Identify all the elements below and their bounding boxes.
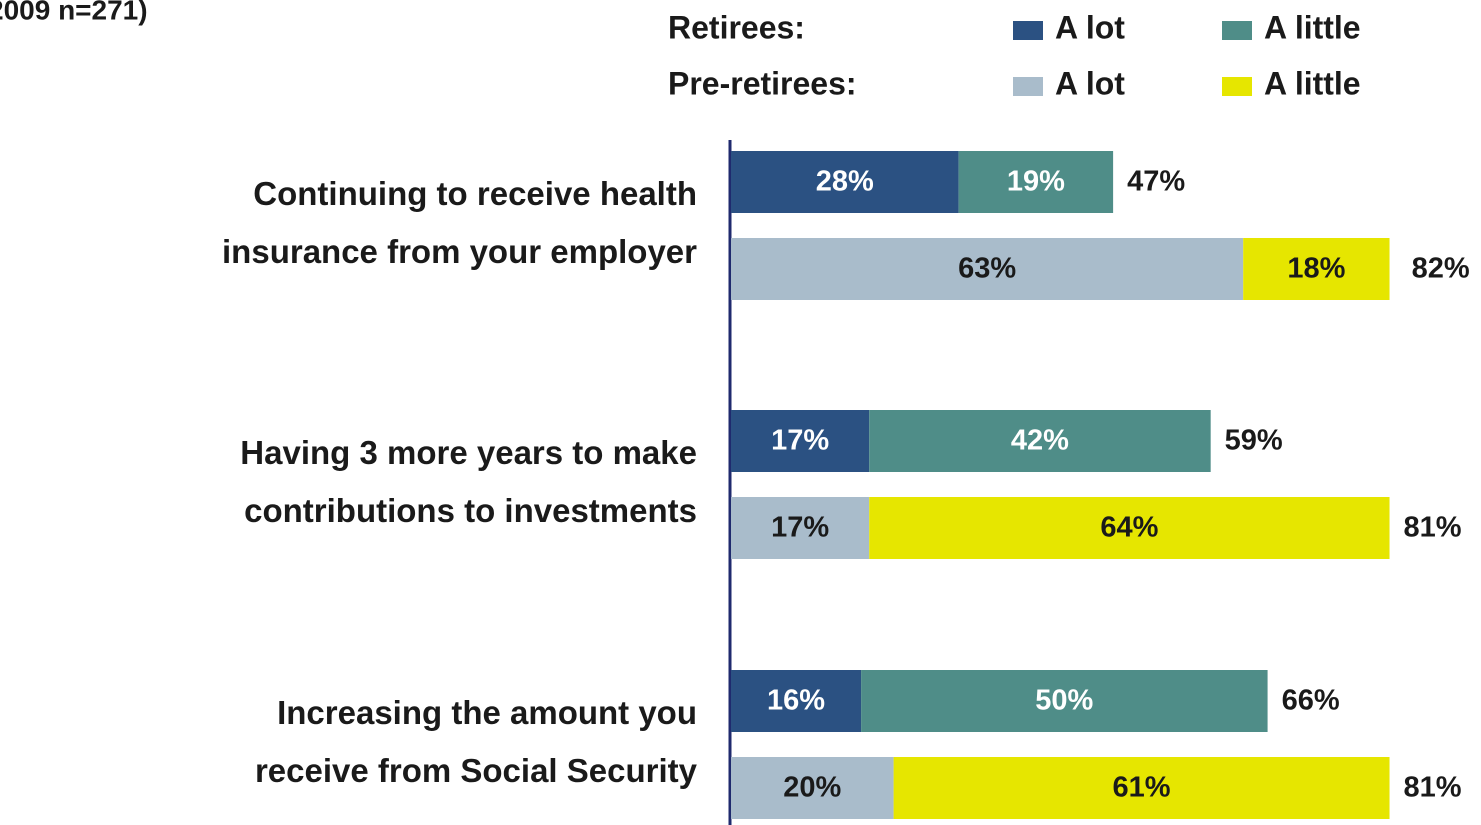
value-label: 42%: [1011, 425, 1069, 457]
total-label: 59%: [1225, 425, 1283, 457]
legend-label: A little: [1264, 9, 1361, 45]
category-label: insurance from your employer: [222, 233, 697, 270]
category-label: Increasing the amount you: [277, 694, 697, 731]
value-label: 18%: [1287, 253, 1345, 285]
legend-label: A little: [1264, 65, 1361, 101]
subtitle: 2009 n=271): [0, 0, 148, 25]
legend-group-label: Pre-retirees:: [668, 65, 857, 101]
bar-segment: [958, 151, 1114, 213]
value-label: 17%: [771, 512, 829, 544]
value-label: 28%: [816, 166, 874, 198]
bar-segment: [893, 757, 1390, 819]
bar-segment: [731, 238, 1244, 300]
category-label: Having 3 more years to make: [240, 434, 697, 471]
total-label: 66%: [1282, 685, 1340, 717]
bar-segment: [731, 151, 959, 213]
value-label: 17%: [771, 425, 829, 457]
legend-label: A lot: [1055, 9, 1125, 45]
bar-segment: [731, 670, 862, 732]
legend-swatch: [1222, 77, 1252, 96]
total-label: 81%: [1404, 512, 1462, 544]
bar-segment: [731, 757, 894, 819]
bar-segment: [731, 410, 870, 472]
legend-label: A lot: [1055, 65, 1125, 101]
value-label: 63%: [958, 253, 1016, 285]
bar-segment: [869, 497, 1390, 559]
value-label: 20%: [783, 772, 841, 804]
value-label: 64%: [1100, 512, 1158, 544]
category-label: contributions to investments: [244, 492, 697, 529]
legend-swatch: [1013, 21, 1043, 40]
legend-group-label: Retirees:: [668, 9, 805, 45]
value-label: 50%: [1035, 685, 1093, 717]
bar-segment: [731, 497, 870, 559]
legend-swatch: [1013, 77, 1043, 96]
category-label: receive from Social Security: [255, 752, 698, 789]
total-label: 81%: [1404, 772, 1462, 804]
value-label: 61%: [1113, 772, 1171, 804]
bar-segment: [869, 410, 1211, 472]
total-label: 47%: [1127, 166, 1185, 198]
total-label: 82%: [1412, 253, 1470, 285]
legend-swatch: [1222, 21, 1252, 40]
value-label: 16%: [767, 685, 825, 717]
category-label: Continuing to receive health: [253, 175, 697, 212]
bar-segment: [1243, 238, 1390, 300]
bar-segment: [861, 670, 1268, 732]
value-label: 19%: [1007, 166, 1065, 198]
